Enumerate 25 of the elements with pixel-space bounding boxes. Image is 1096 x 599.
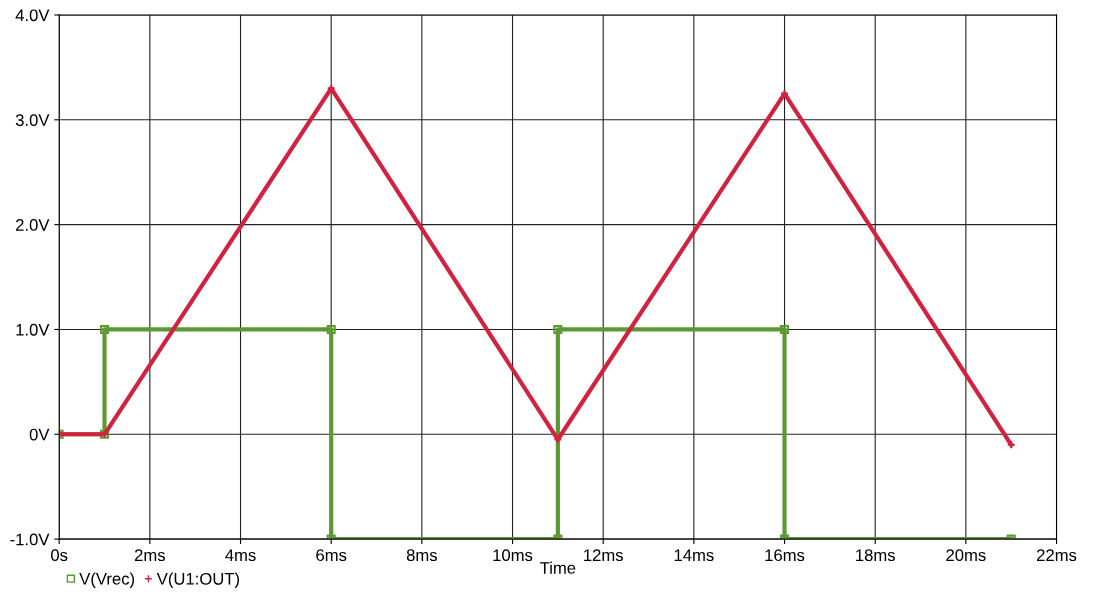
x-tick-label: 16ms (765, 549, 805, 562)
y-tick-label: 0V (29, 428, 50, 441)
legend-label: V(U1:OUT) (156, 572, 240, 588)
point (553, 324, 563, 334)
y-tick-label: 3.0V (15, 114, 50, 126)
x-tick-label: 10ms (493, 549, 533, 562)
x-tick-label: 4ms (225, 549, 256, 562)
point (780, 324, 790, 334)
x-tick-label: 22ms (1037, 549, 1077, 562)
point (326, 324, 336, 334)
x-tick-label: 0s (51, 549, 68, 562)
y-tick-label: 4.0V (15, 9, 50, 22)
x-tick-label: 6ms (316, 549, 347, 562)
x-tick-label: 20ms (946, 549, 986, 562)
point (100, 324, 110, 334)
y-tick-label: 1.0V (16, 323, 50, 336)
y-tick-label: 2.0V (16, 219, 50, 231)
x-axis-title: Time (540, 561, 576, 574)
x-tick-label: 8ms (406, 549, 437, 562)
y-tick-label: -1.0V (10, 533, 50, 546)
x-tick-label: 2ms (134, 549, 165, 562)
x-tick-label: 12ms (584, 549, 623, 562)
x-tick-label: 14ms (674, 549, 714, 562)
x-tick-label: 18ms (856, 549, 895, 562)
legend-label: V(Vrec) (79, 572, 135, 588)
